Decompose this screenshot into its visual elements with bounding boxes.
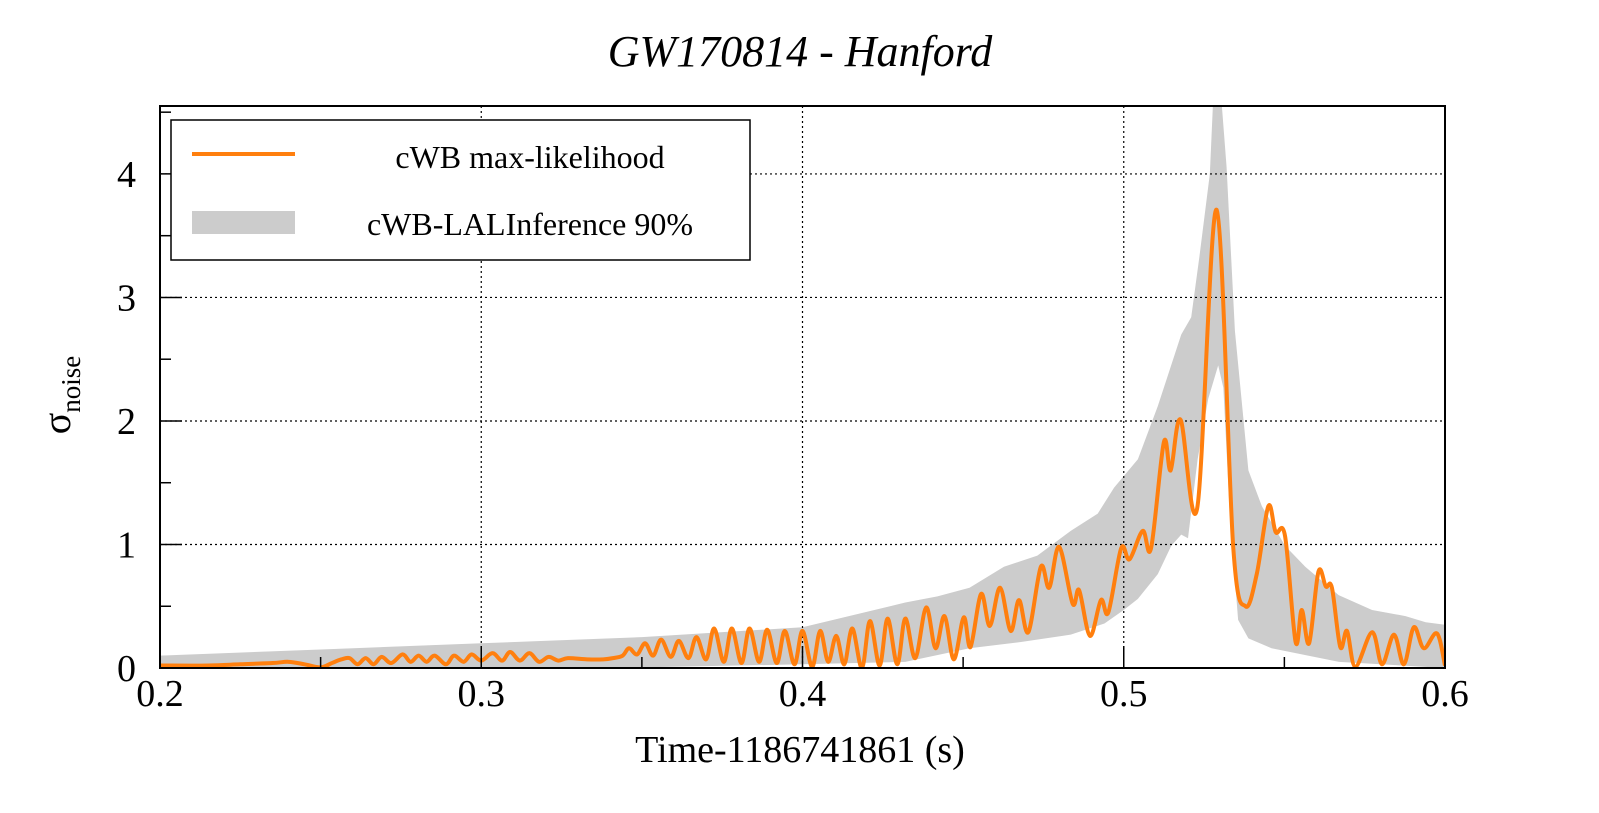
y-tick-label: 1 xyxy=(117,524,136,566)
x-tick-label: 0.6 xyxy=(1421,673,1469,715)
x-tick-label: 0.3 xyxy=(458,673,506,715)
grid-layer xyxy=(160,106,1445,668)
x-axis-label: Time-1186741861 (s) xyxy=(635,729,965,771)
max-likelihood-line xyxy=(160,207,1445,668)
legend-box xyxy=(170,119,751,261)
y-tick-label: 0 xyxy=(117,648,136,690)
y-tick-label: 2 xyxy=(117,401,136,443)
chart-title: GW170814 - Hanford xyxy=(608,27,994,76)
y-tick-label: 3 xyxy=(117,277,136,319)
legend-band-swatch xyxy=(192,211,295,234)
y-axis-label-subscript: noise xyxy=(56,356,86,413)
y-tick-label: 4 xyxy=(117,154,136,196)
y-axis-label-symbol: σ xyxy=(34,413,79,435)
svg-text:σnoise: σnoise xyxy=(34,356,86,435)
tick-layer: 0.2 0.3 0.4 0.5 0.6 0 1 2 3 4 xyxy=(117,111,1469,715)
legend-label-line: cWB max-likelihood xyxy=(395,139,664,175)
x-tick-label: 0.2 xyxy=(136,673,184,715)
legend-label-band: cWB-LALInference 90% xyxy=(367,206,693,242)
x-tick-label: 0.4 xyxy=(779,673,827,715)
legend: cWB max-likelihood cWB-LALInference 90% xyxy=(170,119,751,261)
x-tick-label: 0.5 xyxy=(1100,673,1148,715)
y-axis-label: σnoise xyxy=(34,356,86,435)
line-layer xyxy=(160,207,1445,668)
